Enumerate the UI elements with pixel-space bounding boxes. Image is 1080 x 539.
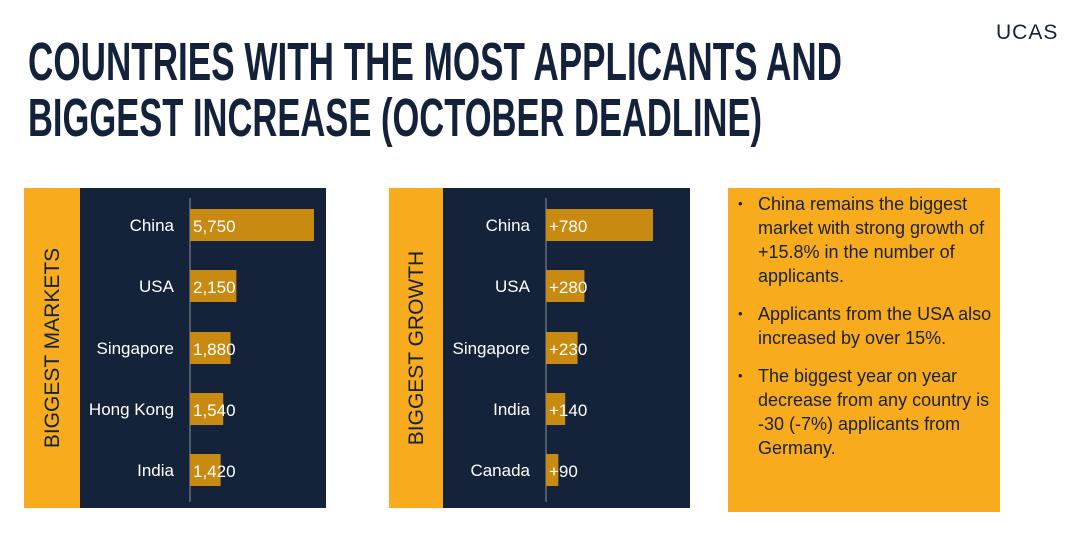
value-label: +230 <box>549 340 587 359</box>
bar <box>546 332 578 364</box>
bar <box>190 270 237 302</box>
bar <box>546 393 566 425</box>
chart-title: BIGGEST GROWTH <box>405 251 428 445</box>
category-label: India <box>493 400 530 419</box>
value-label: +780 <box>549 217 587 236</box>
value-label: 2,150 <box>193 278 236 297</box>
bar <box>190 209 314 241</box>
value-label: +280 <box>549 278 587 297</box>
category-label: USA <box>139 277 175 296</box>
logo: UCAS <box>996 21 1058 44</box>
category-label: India <box>137 461 174 480</box>
category-label: Singapore <box>96 339 174 358</box>
value-label: +140 <box>549 401 587 420</box>
category-label: USA <box>495 277 531 296</box>
title-strip <box>389 188 443 508</box>
category-label: China <box>130 216 175 235</box>
bar <box>190 332 231 364</box>
bar <box>546 270 585 302</box>
category-label: Hong Kong <box>89 400 174 419</box>
value-label: 1,420 <box>193 462 236 481</box>
category-label: China <box>486 216 531 235</box>
notes-panel: China remains the biggest market with st… <box>728 188 1000 512</box>
slide-title: COUNTRIES WITH THE MOST APPLICANTS AND <box>28 32 842 92</box>
category-label: Canada <box>470 461 530 480</box>
bar <box>190 393 224 425</box>
title-strip <box>24 188 80 508</box>
bar <box>190 454 221 486</box>
slide-title: BIGGEST INCREASE (OCTOBER DEADLINE) <box>28 88 762 148</box>
value-label: 1,880 <box>193 340 236 359</box>
note: Applicants from the USA also increased b… <box>738 302 994 350</box>
category-label: Singapore <box>452 339 530 358</box>
bar <box>546 209 653 241</box>
bar <box>546 454 559 486</box>
value-label: 1,540 <box>193 401 236 420</box>
chart-title: BIGGEST MARKETS <box>41 248 64 448</box>
note: China remains the biggest market with st… <box>738 192 994 288</box>
notes-list: China remains the biggest market with st… <box>736 192 994 460</box>
value-label: +90 <box>549 462 578 481</box>
note: The biggest year on year decrease from a… <box>738 364 994 460</box>
value-label: 5,750 <box>193 217 236 236</box>
